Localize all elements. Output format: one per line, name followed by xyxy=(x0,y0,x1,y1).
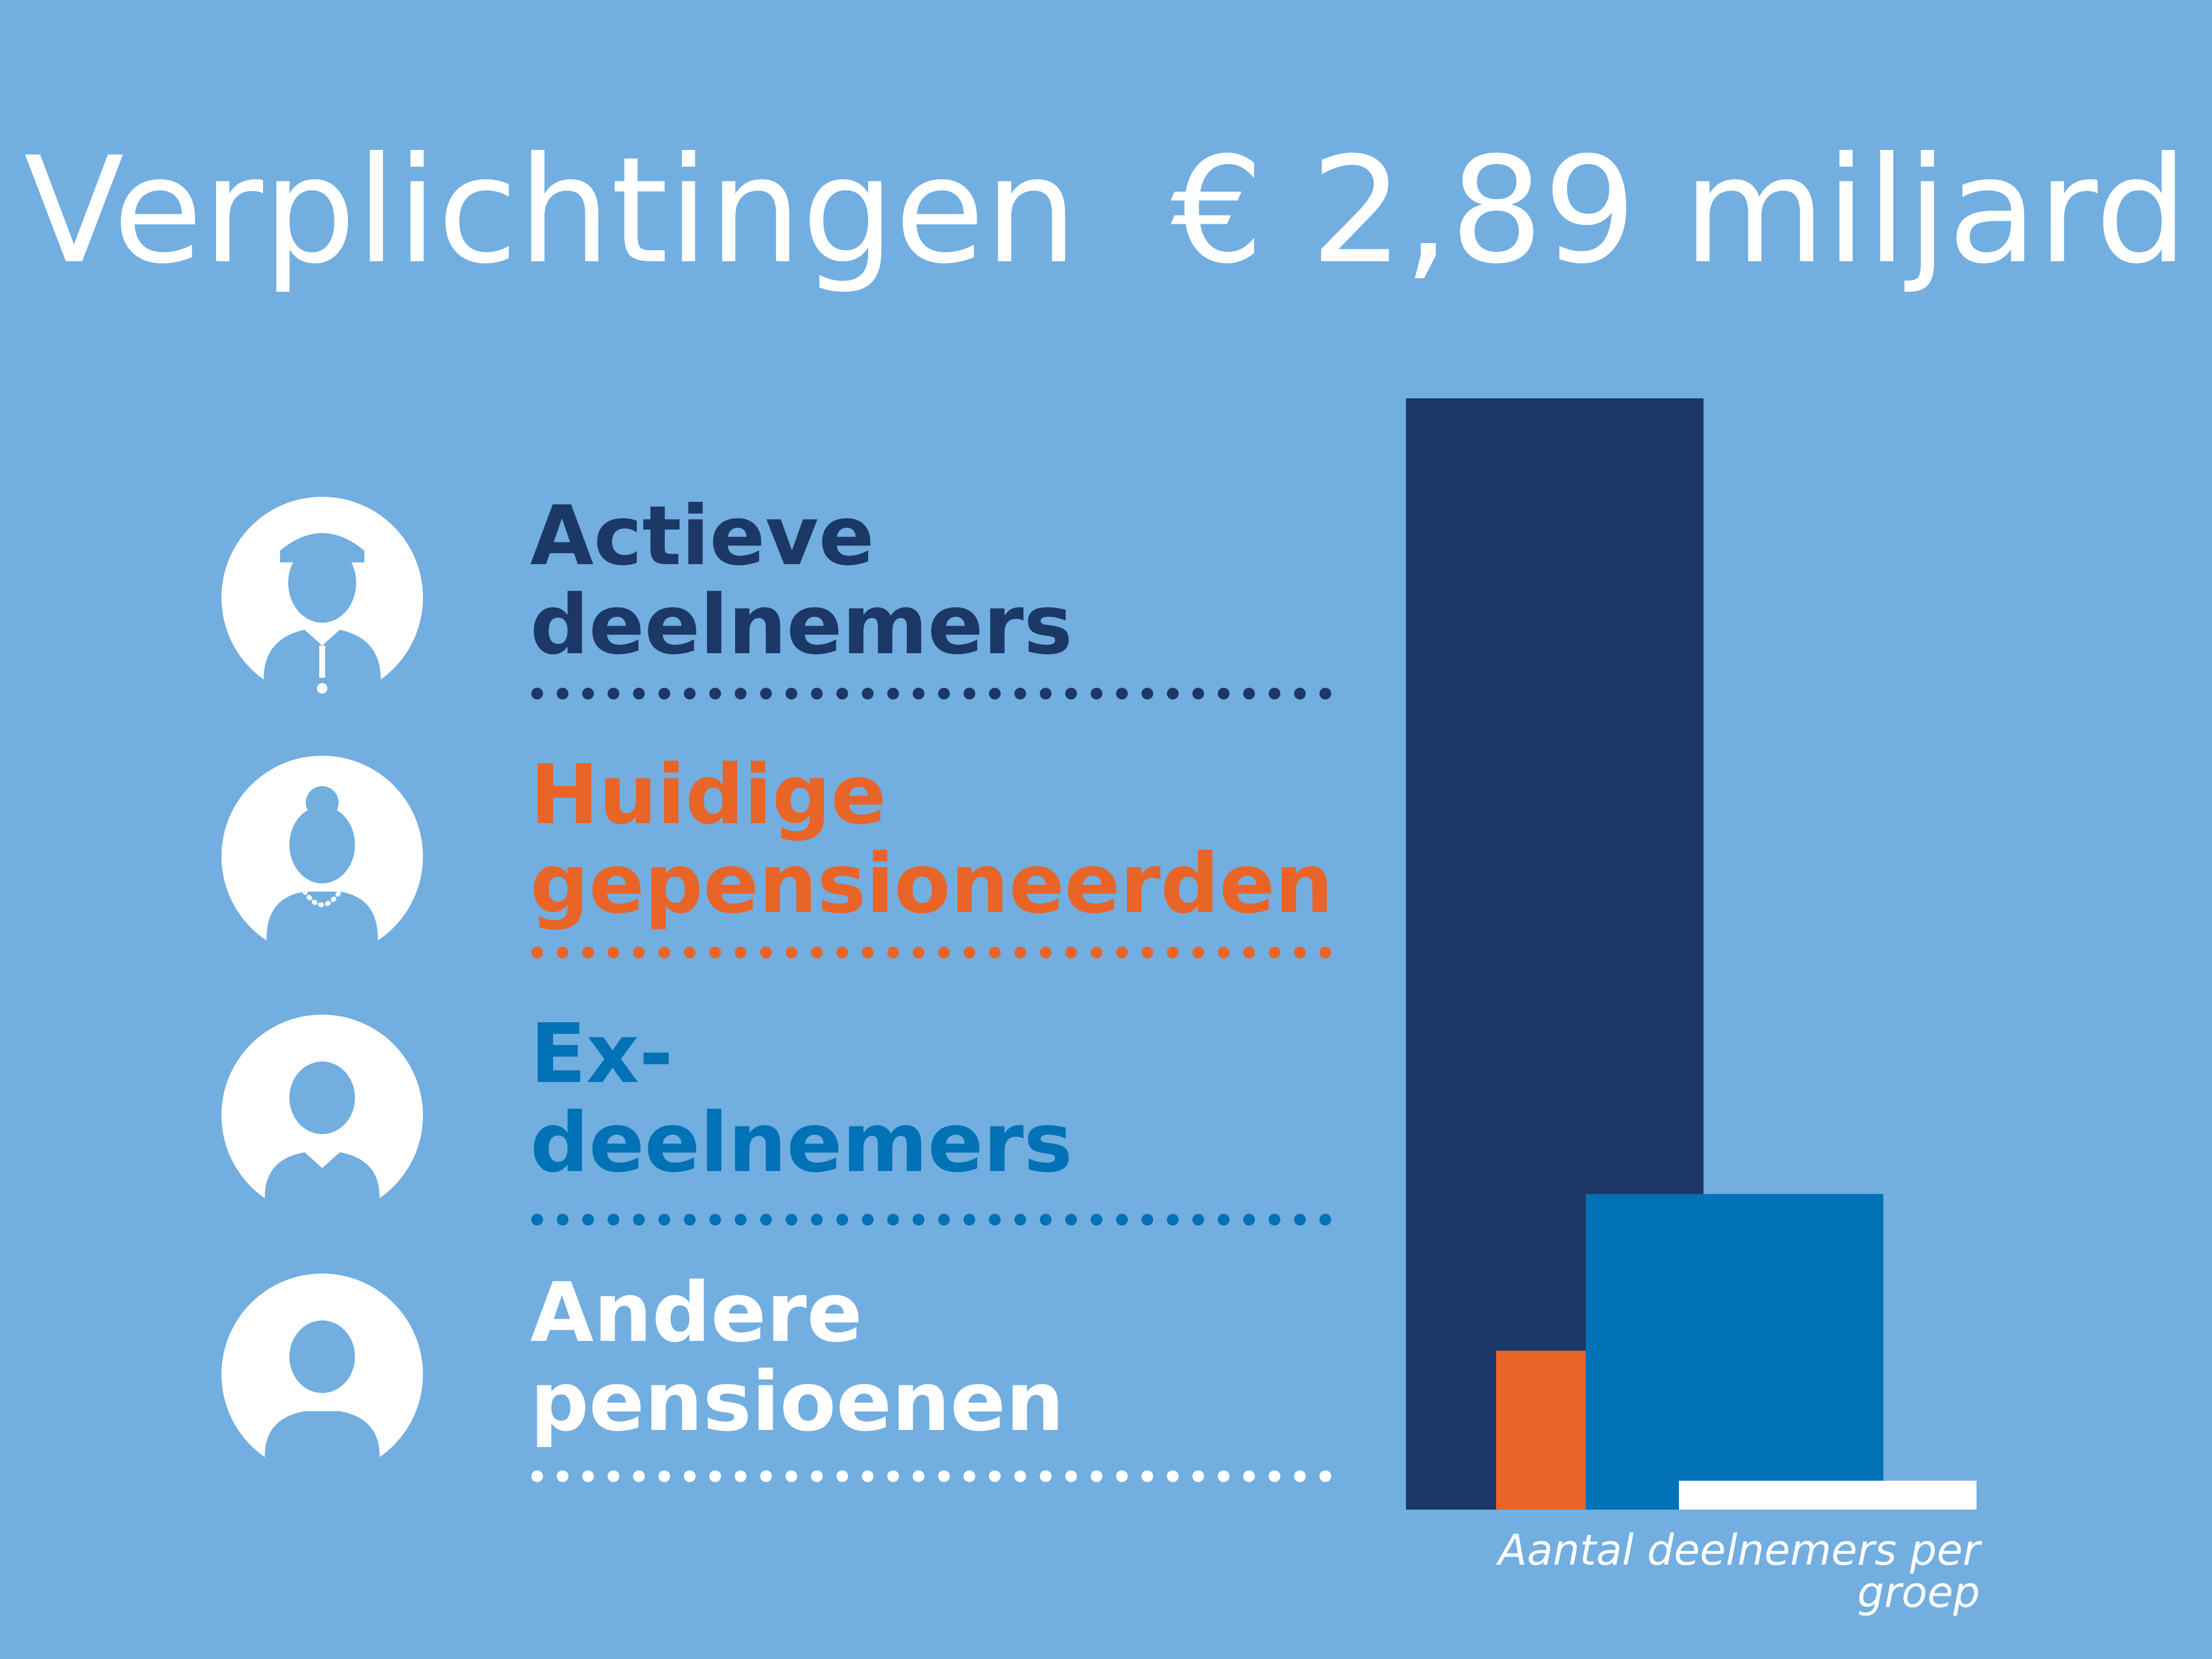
legend-row-actieve: Actieve deelnemers xyxy=(217,492,1359,744)
retired-woman-icon xyxy=(221,756,423,957)
chart-caption: Aantal deelnemers per groep xyxy=(1498,1525,1980,1617)
dotted-divider xyxy=(531,688,1356,699)
bar-andere-pensioenen xyxy=(1679,1480,1977,1510)
legend-label-actieve: Actieve deelnemers xyxy=(530,489,1073,673)
dotted-divider xyxy=(531,1214,1356,1226)
dotted-divider xyxy=(531,1470,1356,1482)
legend-row-huidige: Huidige gepensioneerden xyxy=(217,751,1359,1003)
legend-label-ex: Ex-deelnemers xyxy=(530,1006,1073,1191)
person-icon xyxy=(221,1274,423,1475)
legend-row-ex: Ex-deelnemers xyxy=(217,1010,1359,1262)
man-tie-icon xyxy=(221,1015,423,1216)
male-worker-cap-icon xyxy=(221,497,423,698)
legend-label-andere: Andere pensioenen xyxy=(530,1265,1064,1450)
bar-ex-deelnemers xyxy=(1586,1194,1883,1510)
legend-row-andere: Andere pensioenen xyxy=(217,1269,1359,1521)
legend-label-huidige: Huidige gepensioneerden xyxy=(530,747,1333,932)
dotted-divider xyxy=(531,947,1356,958)
page-title: Verplichtingen € 2,89 miljard xyxy=(23,125,2189,296)
